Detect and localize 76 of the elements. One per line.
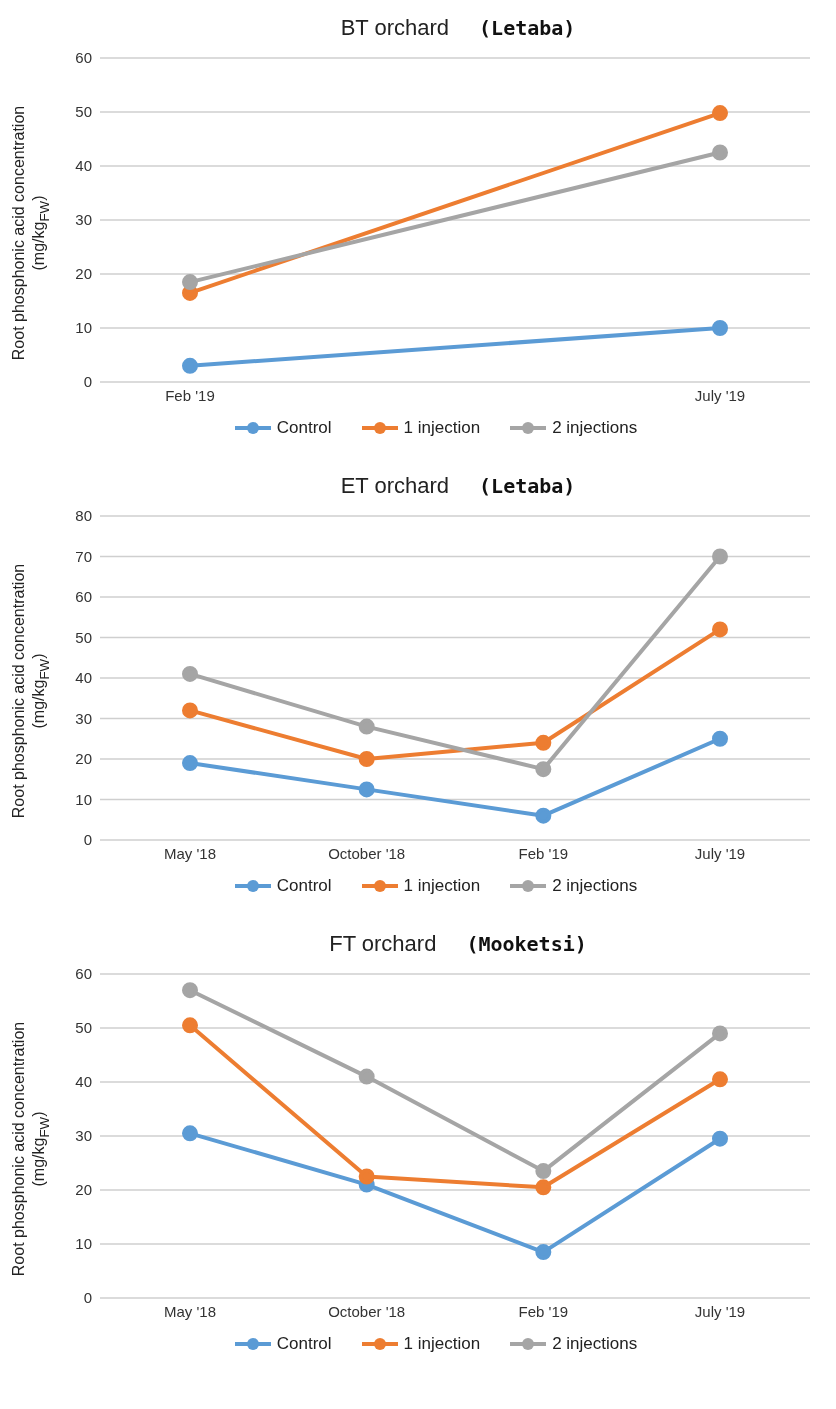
chart-title: ET orchard [340, 473, 450, 498]
y-tick-label: 20 [75, 265, 92, 283]
legend-label: 1 injection [403, 1334, 481, 1354]
point [358, 781, 375, 798]
point [712, 320, 728, 336]
legend-label: 2 injections [552, 876, 638, 896]
y-tick-label: 60 [75, 965, 92, 983]
x-tick-label: July '19 [694, 1302, 746, 1320]
chart-subtitle: (Mooketsi) [466, 932, 587, 956]
y-tick-label: 30 [75, 709, 92, 727]
point [358, 1068, 375, 1085]
point [535, 1163, 552, 1180]
point [712, 730, 728, 747]
y-tick-label: 30 [75, 211, 92, 229]
y-tick-label: 10 [75, 1235, 92, 1253]
point [535, 761, 552, 778]
x-tick-label: Feb '19 [518, 844, 569, 862]
x-tick-label: Feb '19 [165, 386, 215, 404]
y-tick-label: 40 [75, 1073, 92, 1091]
y-tick-label: 40 [75, 157, 92, 175]
x-tick-label: May '18 [163, 844, 217, 862]
chart-subtitle: (Letaba) [479, 16, 576, 40]
chart-title: BT orchard [340, 15, 450, 40]
point [182, 357, 198, 374]
point [712, 105, 728, 122]
y-tick-label: 70 [75, 547, 92, 565]
point [182, 274, 198, 291]
x-tick-label: October '18 [328, 1302, 406, 1320]
point [182, 702, 198, 719]
y-tick-label: 0 [83, 1289, 92, 1307]
legend-label: 1 injection [403, 418, 481, 438]
y-tick-label: 50 [75, 628, 92, 646]
y-tick-label: 20 [75, 1181, 92, 1199]
point [358, 718, 375, 735]
y-tick-label: 30 [75, 1127, 92, 1145]
point [712, 1025, 728, 1042]
y-tick-label: 10 [75, 790, 92, 808]
point [535, 1179, 552, 1196]
point [535, 734, 552, 751]
point [182, 1017, 198, 1034]
y-tick-label: 60 [75, 49, 92, 67]
chart-subtitle: (Letaba) [479, 474, 576, 498]
y-tick-label: 10 [75, 319, 92, 337]
y-tick-label: 50 [75, 103, 92, 121]
point [182, 1125, 198, 1142]
y-tick-label: 0 [83, 373, 92, 391]
y-tick-label: 20 [75, 750, 92, 768]
point [535, 807, 552, 824]
point [182, 755, 198, 772]
legend-label: 2 injections [552, 1334, 638, 1354]
legend-label: Control [276, 876, 332, 896]
x-tick-label: Feb '19 [518, 1302, 569, 1320]
legend-label: Control [276, 418, 332, 438]
y-tick-label: 60 [75, 588, 92, 606]
x-tick-label: May '18 [163, 1302, 217, 1320]
legend-label: 2 injections [552, 418, 638, 438]
point [712, 1071, 728, 1088]
y-tick-label: 80 [75, 507, 92, 525]
y-tick-label: 40 [75, 669, 92, 687]
y-tick-label: 50 [75, 1019, 92, 1037]
y-tick-label: 0 [83, 831, 92, 849]
x-tick-label: July '19 [694, 386, 746, 404]
point [712, 144, 728, 161]
legend-label: 1 injection [403, 876, 481, 896]
point [712, 1130, 728, 1147]
x-tick-label: July '19 [694, 844, 746, 862]
point [182, 665, 198, 682]
point [712, 621, 728, 638]
point [535, 1244, 552, 1261]
point [712, 548, 728, 565]
point [358, 751, 375, 767]
point [358, 1168, 375, 1185]
legend-label: Control [276, 1334, 332, 1354]
point [182, 982, 198, 999]
x-tick-label: October '18 [328, 844, 406, 862]
chart-title: FT orchard [329, 931, 437, 956]
